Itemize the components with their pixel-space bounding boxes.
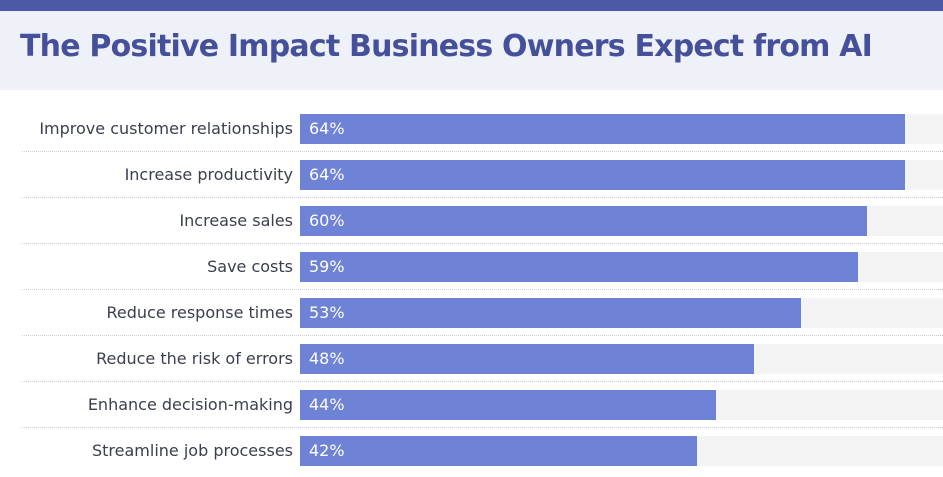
value-label: 64% [309,165,345,184]
chart-row: Enhance decision-making 44% [0,382,943,428]
chart-title: The Positive Impact Business Owners Expe… [20,29,873,64]
bar: 42% [300,436,697,466]
bar-track: 48% [300,344,943,374]
bar: 64% [300,160,905,190]
chart-row: Improve customer relationships 64% [0,106,943,152]
value-label: 44% [309,395,345,414]
chart-header: The Positive Impact Business Owners Expe… [0,11,943,90]
category-label: Improve customer relationships [39,119,293,138]
bar-chart: Improve customer relationships 64% Increas… [0,106,943,474]
bar: 64% [300,114,905,144]
row-divider [22,335,943,336]
value-label: 59% [309,257,345,276]
bar-track: 59% [300,252,943,282]
row-divider [22,381,943,382]
chart-row: Streamline job processes 42% [0,428,943,474]
bar-track: 44% [300,390,943,420]
value-label: 42% [309,441,345,460]
category-label: Save costs [207,257,293,276]
bar: 48% [300,344,754,374]
category-label: Increase sales [179,211,293,230]
row-divider [22,197,943,198]
chart-row: Increase productivity 64% [0,152,943,198]
category-label: Increase productivity [124,165,293,184]
bar-track: 64% [300,160,943,190]
value-label: 60% [309,211,345,230]
bar-track: 64% [300,114,943,144]
chart-row: Reduce the risk of errors 48% [0,336,943,382]
row-divider [22,151,943,152]
category-label: Reduce response times [106,303,293,322]
value-label: 64% [309,119,345,138]
row-divider [22,427,943,428]
category-label: Enhance decision-making [87,395,293,414]
bar-track: 42% [300,436,943,466]
bar-track: 53% [300,298,943,328]
bar: 60% [300,206,867,236]
bar: 53% [300,298,801,328]
chart-row: Reduce response times 53% [0,290,943,336]
value-label: 48% [309,349,345,368]
bar: 44% [300,390,716,420]
row-divider [22,289,943,290]
category-label: Reduce the risk of errors [96,349,293,368]
chart-row: Increase sales 60% [0,198,943,244]
top-accent-strip [0,0,943,11]
category-label: Streamline job processes [92,441,293,460]
bar: 59% [300,252,858,282]
bar-track: 60% [300,206,943,236]
chart-row: Save costs 59% [0,244,943,290]
value-label: 53% [309,303,345,322]
row-divider [22,243,943,244]
